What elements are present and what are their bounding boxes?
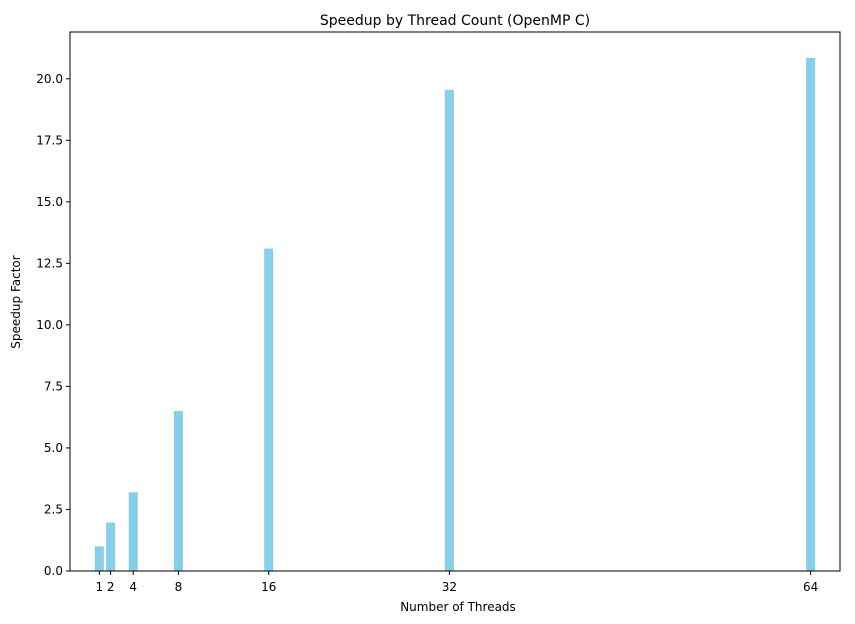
bar-4-threads (128, 492, 138, 571)
x-axis-label: Number of Threads (400, 600, 516, 614)
bar-16-threads (264, 248, 274, 571)
x-tick-label: 4 (129, 580, 137, 594)
y-tick-label: 12.5 (36, 256, 63, 270)
chart-title: Speedup by Thread Count (OpenMP C) (320, 13, 590, 29)
bar-2-threads (106, 522, 116, 571)
plot-frame (69, 31, 841, 572)
y-tick-label: 0.0 (44, 564, 63, 578)
y-axis-label: Speedup Factor (9, 255, 23, 348)
y-tick-label: 2.5 (44, 502, 63, 516)
x-tick-label: 2 (107, 580, 115, 594)
x-tick-label: 16 (261, 580, 276, 594)
y-tick-label: 10.0 (36, 318, 63, 332)
y-axis-ticks: 0.0 2.5 5.0 7.5 10.0 12.5 15.0 17.5 20.0 (36, 72, 70, 578)
y-tick-label: 20.0 (36, 72, 63, 86)
bar-8-threads (173, 411, 183, 571)
bars-group (94, 57, 816, 572)
x-tick-label: 8 (175, 580, 183, 594)
y-tick-label: 7.5 (44, 379, 63, 393)
bar-64-threads (806, 57, 816, 571)
x-tick-label: 32 (442, 580, 457, 594)
y-tick-label: 17.5 (36, 133, 63, 147)
x-axis-ticks: 1 2 4 8 16 32 64 (96, 571, 818, 594)
y-tick-label: 15.0 (36, 195, 63, 209)
bar-1-threads (94, 546, 104, 571)
x-tick-label: 1 (96, 580, 104, 594)
y-tick-label: 5.0 (44, 441, 63, 455)
bar-32-threads (444, 89, 454, 572)
x-tick-label: 64 (803, 580, 818, 594)
